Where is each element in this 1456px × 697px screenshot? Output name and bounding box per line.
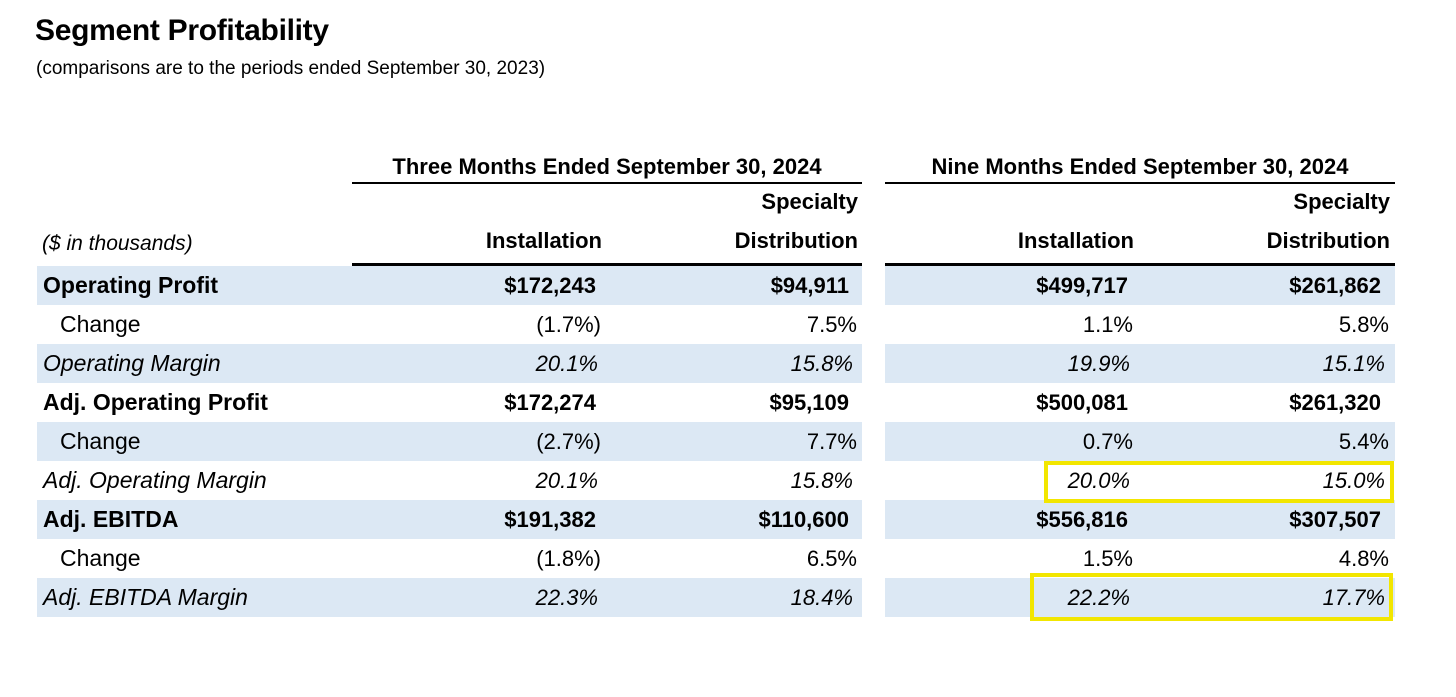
table-row: Change (1.7%) 7.5% 1.1% 5.8%	[0, 305, 1456, 344]
cell-installation-3m: (1.8%)	[536, 546, 601, 571]
cell-specialty-3m: 7.5%	[806, 312, 857, 337]
group-header-rule-three-months	[352, 182, 862, 184]
cell-specialty-9m: 5.8%	[1338, 312, 1389, 337]
cell-specialty-9m: $307,507	[1289, 507, 1381, 532]
cell-installation-9m: 0.7%	[1082, 429, 1133, 454]
row-label: Change	[60, 311, 141, 337]
cell-installation-9m: 1.1%	[1082, 312, 1133, 337]
row-label: Adj. Operating Profit	[43, 389, 268, 415]
row-band	[885, 578, 1395, 617]
cell-specialty-3m: $110,600	[758, 507, 849, 532]
col-header-specialty-9m: Specialty	[1293, 189, 1390, 214]
cell-specialty-3m: $94,911	[770, 273, 849, 298]
highlight-box-adj-ebitda-margin	[1030, 573, 1393, 621]
table-row: Adj. EBITDA Margin 22.3% 18.4% 22.2% 17.…	[0, 578, 1456, 617]
header-rule-three-months	[352, 263, 862, 266]
table-row: Change (2.7%) 7.7% 0.7% 5.4%	[0, 422, 1456, 461]
cell-specialty-9m: $261,320	[1289, 390, 1381, 415]
row-band	[885, 344, 1395, 383]
table-row: Adj. Operating Profit $172,274 $95,109 $…	[0, 383, 1456, 422]
units-label: ($ in thousands)	[42, 232, 193, 255]
cell-installation-3m: $172,243	[504, 273, 596, 298]
cell-specialty-9m: $261,862	[1289, 273, 1381, 298]
cell-installation-9m: 1.5%	[1082, 546, 1133, 571]
row-band	[37, 266, 862, 305]
row-band	[37, 500, 862, 539]
cell-specialty-3m: $95,109	[769, 390, 849, 415]
row-band	[37, 422, 862, 461]
group-header-nine-months: Nine Months Ended September 30, 2024	[931, 154, 1349, 179]
cell-specialty-9m: 4.8%	[1338, 546, 1389, 571]
row-band	[37, 578, 862, 617]
cell-specialty-3m: 7.7%	[806, 429, 857, 454]
row-label: Adj. Operating Margin	[43, 467, 267, 493]
row-band	[885, 500, 1395, 539]
cell-specialty-9m: 15.0%	[1322, 468, 1385, 493]
highlight-box-adj-operating-margin	[1044, 461, 1394, 503]
cell-installation-3m: (2.7%)	[536, 429, 601, 454]
cell-installation-9m: $499,717	[1036, 273, 1128, 298]
cell-installation-3m: 22.3%	[535, 585, 598, 610]
cell-specialty-3m: 15.8%	[790, 468, 853, 493]
table-row: Change (1.8%) 6.5% 1.5% 4.8%	[0, 539, 1456, 578]
row-band	[37, 344, 862, 383]
cell-installation-3m: $191,382	[504, 507, 596, 532]
cell-specialty-3m: 18.4%	[790, 585, 853, 610]
col-header-distribution-9m: Distribution	[1266, 228, 1390, 253]
row-label: Change	[60, 545, 141, 571]
row-label: Operating Margin	[43, 350, 221, 376]
cell-specialty-9m: 5.4%	[1338, 429, 1389, 454]
cell-installation-3m: 20.1%	[535, 351, 598, 376]
row-label: Adj. EBITDA	[43, 506, 179, 532]
group-header-three-months: Three Months Ended September 30, 2024	[392, 154, 822, 179]
cell-installation-3m: (1.7%)	[536, 312, 601, 337]
header-rule-nine-months	[885, 263, 1395, 266]
cell-installation-9m: $556,816	[1036, 507, 1128, 532]
cell-installation-9m: 22.2%	[1067, 585, 1130, 610]
table-row: Operating Margin 20.1% 15.8% 19.9% 15.1%	[0, 344, 1456, 383]
cell-installation-3m: 20.1%	[535, 468, 598, 493]
cell-specialty-9m: 15.1%	[1322, 351, 1385, 376]
col-header-specialty-3m: Specialty	[761, 189, 858, 214]
page-title: Segment Profitability	[35, 14, 329, 47]
row-label: Operating Profit	[43, 272, 219, 298]
table-row: Adj. EBITDA $191,382 $110,600 $556,816 $…	[0, 500, 1456, 539]
row-label: Change	[60, 428, 141, 454]
col-header-distribution-3m: Distribution	[734, 228, 858, 253]
table-row: Operating Profit $172,243 $94,911 $499,7…	[0, 266, 1456, 305]
row-band	[885, 422, 1395, 461]
group-header-rule-nine-months	[885, 182, 1395, 184]
cell-installation-3m: $172,274	[504, 390, 596, 415]
cell-installation-9m: $500,081	[1036, 390, 1128, 415]
col-header-installation-3m: Installation	[485, 228, 602, 253]
row-band	[885, 266, 1395, 305]
cell-installation-9m: 20.0%	[1067, 468, 1130, 493]
col-header-installation-9m: Installation	[1017, 228, 1134, 253]
cell-specialty-3m: 6.5%	[806, 546, 857, 571]
row-label: Adj. EBITDA Margin	[43, 584, 248, 610]
cell-specialty-3m: 15.8%	[790, 351, 853, 376]
page-subtitle: (comparisons are to the periods ended Se…	[36, 58, 546, 79]
table-row: Adj. Operating Margin 20.1% 15.8% 20.0% …	[0, 461, 1456, 500]
cell-installation-9m: 19.9%	[1067, 351, 1130, 376]
cell-specialty-9m: 17.7%	[1322, 585, 1385, 610]
